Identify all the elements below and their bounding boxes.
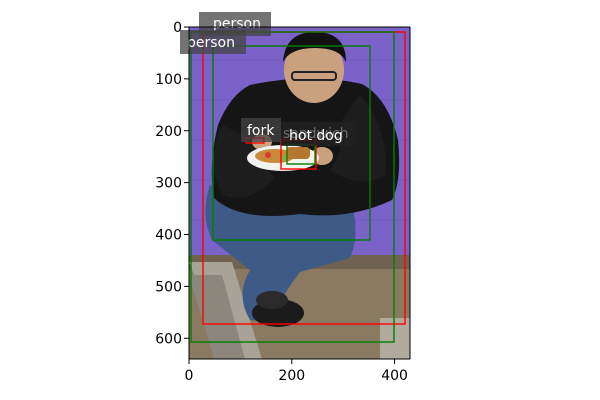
detection-boxes — [190, 31, 406, 343]
tomato — [265, 152, 271, 158]
person-box-green — [212, 45, 371, 241]
y-tick-label: 400 — [155, 228, 182, 244]
jeans — [205, 185, 356, 322]
person-box-green-outer — [190, 31, 395, 343]
x-tick-label: 0 — [185, 368, 194, 384]
x-ticks: 0 200 400 — [185, 359, 408, 384]
y-tick-label: 0 — [173, 20, 182, 36]
label-sandwich: sandwich — [283, 126, 349, 142]
left-arm — [213, 125, 275, 198]
label-person-2: person — [187, 35, 235, 51]
shoe — [256, 291, 288, 309]
stone — [380, 318, 410, 359]
axes — [188, 26, 411, 360]
y-tick-label: 500 — [155, 279, 182, 295]
label-hot-dog: hot dog — [289, 128, 343, 144]
x-tick-label: 400 — [381, 368, 408, 384]
detection-labels: person person fork sandwich hot dog — [180, 12, 356, 146]
y-tick-label: 300 — [155, 176, 182, 192]
y-ticks: 0 100 200 300 400 500 600 — [155, 20, 189, 347]
x-tick-label: 200 — [278, 368, 305, 384]
right-arm — [330, 95, 386, 182]
y-tick-label: 600 — [155, 331, 182, 347]
label-person-1: person — [213, 16, 261, 32]
label-bg — [281, 122, 356, 146]
head — [284, 37, 344, 103]
photo — [189, 27, 410, 359]
hot-dog-bun — [286, 147, 310, 159]
label-bg — [180, 30, 246, 54]
label-fork: fork — [247, 123, 275, 139]
hair — [283, 32, 346, 62]
glasses — [291, 71, 337, 81]
label-bg — [241, 118, 281, 142]
y-tick-label: 100 — [155, 72, 182, 88]
y-tick-label: 200 — [155, 124, 182, 140]
